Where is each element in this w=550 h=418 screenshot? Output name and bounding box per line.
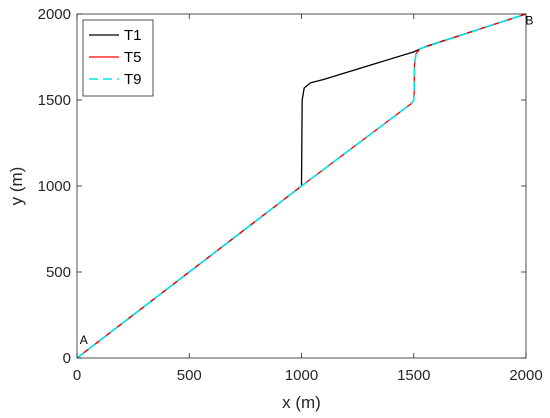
legend-box xyxy=(82,19,154,97)
x-axis-label: x (m) xyxy=(282,393,321,412)
x-tick-label: 2000 xyxy=(509,367,542,384)
y-tick-label: 1000 xyxy=(38,178,71,195)
legend: T1 T5 T9 xyxy=(82,19,154,97)
annotations: AB xyxy=(80,13,534,347)
y-tick-label: 1500 xyxy=(38,92,71,109)
x-tick-label: 0 xyxy=(73,367,81,384)
legend-label-t1: T1 xyxy=(124,27,142,44)
annotation-a: A xyxy=(80,333,88,347)
axes-layer: 0 500 1000 1500 2000 0 500 1000 1500 2000 xyxy=(38,6,543,384)
y-tick-label: 500 xyxy=(46,264,71,281)
x-tick-label: 500 xyxy=(177,367,202,384)
series-line-t9 xyxy=(76,13,527,359)
y-tick-label: 0 xyxy=(63,350,71,367)
x-tick-label: 1500 xyxy=(397,367,430,384)
x-tick-label: 1000 xyxy=(285,367,318,384)
annotation-b: B xyxy=(525,13,533,27)
series-layer xyxy=(76,13,527,359)
legend-label-t5: T5 xyxy=(124,49,142,66)
y-axis-label: y (m) xyxy=(7,167,26,206)
y-tick-label: 2000 xyxy=(38,6,71,23)
legend-label-t9: T9 xyxy=(124,71,142,88)
